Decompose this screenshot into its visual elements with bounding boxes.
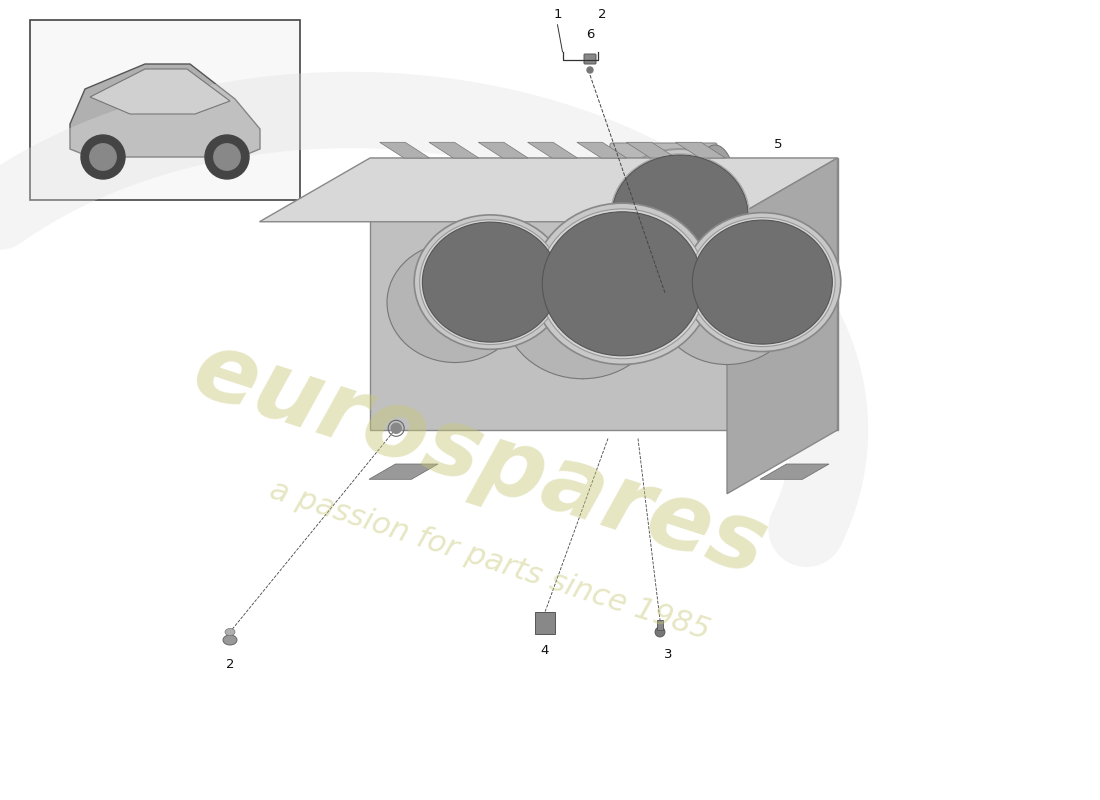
Ellipse shape: [684, 213, 840, 351]
Polygon shape: [260, 158, 837, 222]
Circle shape: [587, 67, 593, 73]
Circle shape: [213, 144, 240, 170]
Polygon shape: [760, 464, 829, 479]
Circle shape: [654, 627, 666, 637]
Ellipse shape: [692, 220, 833, 344]
Text: eurospares: eurospares: [182, 324, 779, 596]
Ellipse shape: [605, 149, 755, 281]
Text: 3: 3: [663, 649, 672, 662]
Text: 4: 4: [541, 643, 549, 657]
Polygon shape: [478, 142, 528, 158]
FancyBboxPatch shape: [610, 143, 717, 267]
Ellipse shape: [422, 222, 559, 342]
Ellipse shape: [691, 145, 739, 265]
Polygon shape: [90, 69, 230, 114]
FancyBboxPatch shape: [584, 54, 596, 64]
Text: 2: 2: [226, 658, 234, 671]
Ellipse shape: [387, 242, 522, 362]
Circle shape: [659, 289, 671, 301]
Bar: [535, 612, 556, 634]
Text: 1: 1: [553, 8, 562, 22]
Polygon shape: [368, 464, 438, 479]
Ellipse shape: [223, 635, 236, 645]
Bar: [657, 620, 663, 630]
Polygon shape: [675, 142, 725, 158]
Text: 5: 5: [773, 138, 782, 151]
Ellipse shape: [612, 155, 748, 275]
Circle shape: [90, 144, 117, 170]
Ellipse shape: [539, 209, 705, 358]
Ellipse shape: [419, 220, 561, 345]
Circle shape: [392, 423, 402, 434]
Ellipse shape: [415, 215, 566, 350]
Ellipse shape: [226, 629, 235, 635]
Ellipse shape: [542, 212, 702, 356]
Ellipse shape: [532, 203, 712, 365]
Text: a passion for parts since 1985: a passion for parts since 1985: [266, 475, 714, 645]
Polygon shape: [576, 142, 627, 158]
Polygon shape: [638, 277, 722, 313]
Text: 6: 6: [586, 29, 594, 42]
Bar: [30, 20, 300, 200]
Polygon shape: [70, 64, 260, 157]
Polygon shape: [528, 142, 578, 158]
Ellipse shape: [690, 218, 835, 346]
Polygon shape: [370, 158, 837, 430]
Circle shape: [205, 135, 249, 179]
Text: 2: 2: [598, 8, 607, 22]
Polygon shape: [429, 142, 478, 158]
Circle shape: [81, 135, 125, 179]
Polygon shape: [727, 158, 837, 494]
Polygon shape: [379, 142, 429, 158]
Ellipse shape: [657, 241, 798, 365]
Ellipse shape: [610, 154, 749, 276]
Polygon shape: [626, 142, 676, 158]
Ellipse shape: [503, 234, 662, 378]
